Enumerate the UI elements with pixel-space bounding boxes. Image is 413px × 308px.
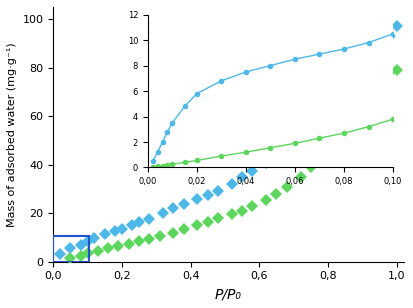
Text: NDs-H: NDs-H [274,129,318,143]
Y-axis label: Mass of adsorbed water (mg·g⁻¹): Mass of adsorbed water (mg·g⁻¹) [7,42,17,227]
Text: NDs-COOH: NDs-COOH [274,150,348,163]
X-axis label: P/P₀: P/P₀ [215,287,242,301]
